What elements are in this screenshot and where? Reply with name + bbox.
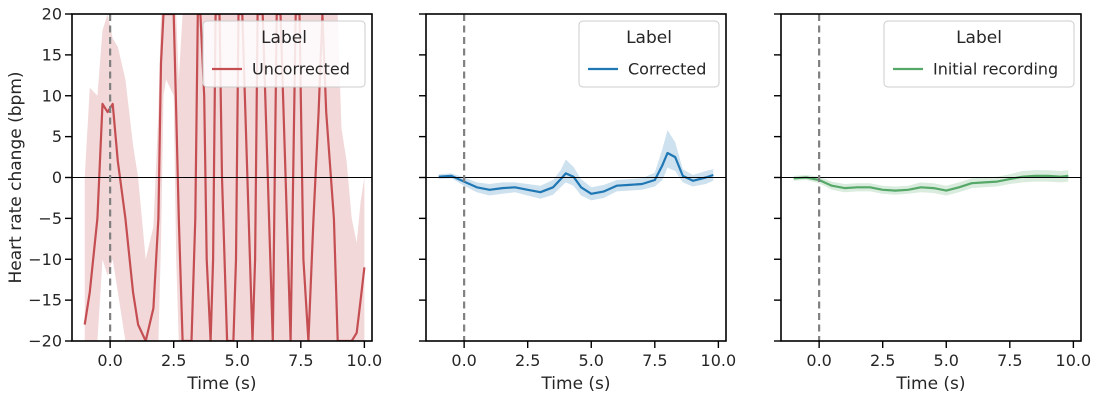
x-tick-label: 7.5: [642, 351, 667, 370]
x-tick-label: 10.0: [701, 351, 737, 370]
x-tick-label: 5.0: [579, 351, 604, 370]
legend-box: [202, 20, 366, 88]
x-axis-label: Time (s): [895, 374, 965, 394]
x-tick-label: 0.0: [451, 351, 476, 370]
legend-box: [883, 20, 1075, 88]
x-tick-label: 0.0: [806, 351, 831, 370]
legend: Label Corrected: [578, 20, 720, 88]
chart-panel-1: 0.0 2.5 5.0 7.5 10.0 −20 −15 −10 −5 0 5 10 15 20 Time …: [6, 5, 382, 395]
x-tick-label: 5.0: [934, 351, 959, 370]
legend-entry: Initial recording: [933, 60, 1058, 79]
y-tick-label: 10: [42, 86, 62, 105]
y-tick-label: −15: [28, 291, 62, 310]
x-tick-label: 2.5: [515, 351, 540, 370]
legend-title: Label: [261, 28, 307, 48]
legend: Label Uncorrected: [202, 20, 366, 88]
x-axis-label: Time (s): [186, 374, 256, 394]
x-axis-label: Time (s): [540, 374, 610, 394]
legend: Label Initial recording: [883, 20, 1075, 88]
x-tick-label: 0.0: [97, 351, 122, 370]
x-tick-label: 10.0: [347, 351, 383, 370]
plot-area: [781, 170, 1081, 196]
y-tick-label: −5: [38, 209, 62, 228]
x-tick-label: 7.5: [997, 351, 1022, 370]
legend-title: Label: [956, 28, 1002, 48]
y-tick-label: 0: [52, 168, 62, 187]
y-axis-label: Heart rate change (bpm): [6, 71, 26, 283]
plot-area: [426, 130, 726, 201]
plot-area: [72, 14, 372, 341]
x-tick-label: 2.5: [161, 351, 186, 370]
series-line-1: [83, 14, 366, 341]
x-tick-label: 10.0: [1056, 351, 1092, 370]
y-tick-label: 20: [42, 5, 62, 24]
y-tick-label: 5: [52, 127, 62, 146]
chart-panel-3: 0.0 2.5 5.0 7.5 10.0 Time (s) Label Initial rec…: [774, 13, 1092, 394]
confidence-band: [793, 170, 1069, 196]
x-tick-label: 2.5: [870, 351, 895, 370]
legend-entry: Uncorrected: [252, 60, 350, 79]
chart-panel-2: 0.0 2.5 5.0 7.5 10.0 Time (s) Label Corrected: [419, 13, 737, 394]
legend-title: Label: [626, 28, 672, 48]
legend-entry: Corrected: [628, 60, 706, 79]
x-tick-label: 5.0: [225, 351, 250, 370]
y-tick-label: −10: [28, 250, 62, 269]
y-tick-label: 15: [42, 45, 62, 64]
confidence-band: [438, 130, 714, 201]
series-line-1: [438, 151, 714, 195]
series-line-1: [793, 174, 1069, 192]
y-tick-label: −20: [28, 332, 62, 351]
legend-box: [578, 20, 720, 88]
x-tick-label: 7.5: [288, 351, 313, 370]
